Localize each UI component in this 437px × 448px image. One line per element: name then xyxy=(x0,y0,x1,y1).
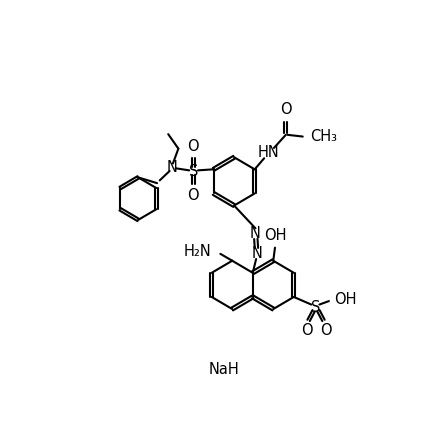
Text: NaH: NaH xyxy=(208,362,239,377)
Text: OH: OH xyxy=(264,228,286,243)
Text: N: N xyxy=(251,246,262,261)
Text: S: S xyxy=(189,164,198,179)
Text: H₂N: H₂N xyxy=(184,244,211,258)
Text: HN: HN xyxy=(258,145,280,159)
Text: N: N xyxy=(250,226,261,241)
Text: O: O xyxy=(301,323,312,338)
Text: O: O xyxy=(320,323,331,338)
Text: O: O xyxy=(187,139,199,155)
Text: O: O xyxy=(280,102,291,116)
Text: S: S xyxy=(311,300,321,315)
Text: OH: OH xyxy=(333,292,356,307)
Text: CH₃: CH₃ xyxy=(311,129,337,144)
Text: N: N xyxy=(167,160,178,175)
Text: O: O xyxy=(187,188,199,202)
